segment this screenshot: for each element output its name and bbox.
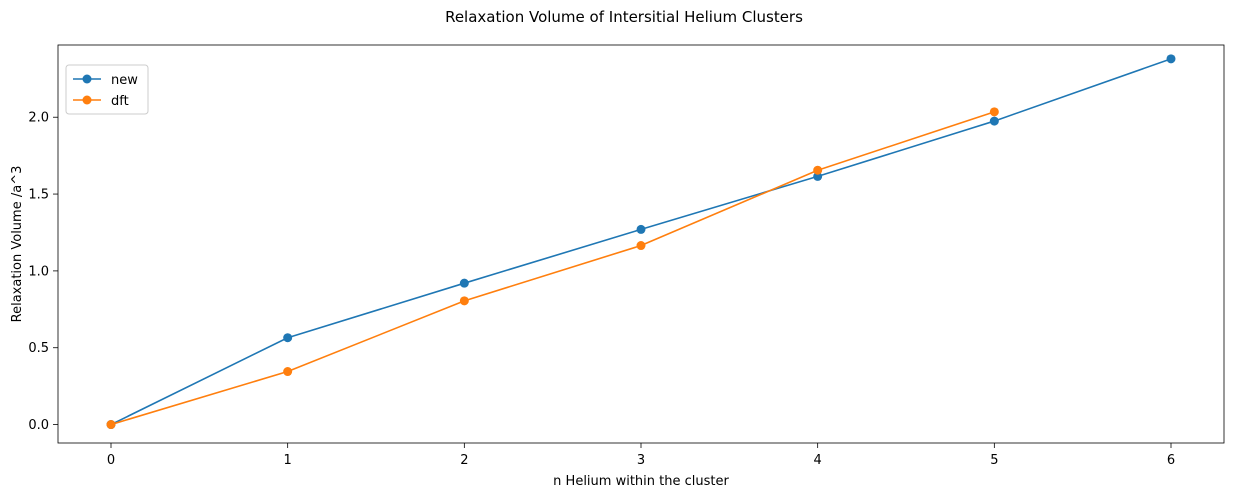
y-tick-label: 0.5: [28, 341, 49, 356]
data-point-new: [1166, 54, 1176, 64]
data-point-new: [459, 278, 469, 288]
plot-frame: [57, 44, 1225, 444]
series-line-dft: [110, 111, 996, 426]
series-dft: [106, 107, 999, 430]
data-point-dft: [106, 420, 116, 430]
legend-marker-new: [82, 74, 92, 84]
legend-label-new: new: [111, 73, 138, 88]
data-point-new: [283, 333, 293, 343]
x-tick-label: 2: [460, 453, 468, 468]
x-tick-label: 4: [814, 453, 822, 468]
data-point-dft: [459, 296, 469, 306]
data-point-new: [636, 224, 646, 234]
y-tick-label: 1.0: [28, 264, 49, 279]
x-tick-label: 1: [284, 453, 292, 468]
legend-entry-dft: dft: [73, 94, 129, 109]
data-point-new: [989, 116, 999, 126]
y-axis-ticks: 0.0 0.5 1.0 1.5 2.0: [28, 111, 58, 433]
y-tick-label: 1.5: [28, 188, 49, 203]
chart-title: Relaxation Volume of Intersitial Helium …: [445, 8, 803, 26]
y-tick-label: 0.0: [28, 418, 49, 433]
y-tick-label: 2.0: [28, 111, 49, 126]
legend: new dft: [65, 64, 149, 115]
data-point-dft: [813, 165, 823, 175]
x-tick-label: 3: [637, 453, 645, 468]
legend-marker-dft: [82, 95, 92, 105]
x-tick-label: 0: [107, 453, 115, 468]
x-tick-label: 5: [990, 453, 998, 468]
x-axis-ticks: 0 1 2 3 4 5 6: [107, 443, 1175, 468]
y-axis-label: Relaxation Volume /a^3: [10, 166, 25, 323]
data-point-dft: [989, 107, 999, 117]
series-layer: [106, 54, 1176, 430]
data-point-dft: [636, 241, 646, 251]
x-tick-label: 6: [1167, 453, 1175, 468]
legend-label-dft: dft: [111, 94, 129, 109]
legend-entry-new: new: [73, 73, 138, 88]
x-axis-label: n Helium within the cluster: [553, 474, 729, 489]
data-point-dft: [283, 367, 293, 377]
